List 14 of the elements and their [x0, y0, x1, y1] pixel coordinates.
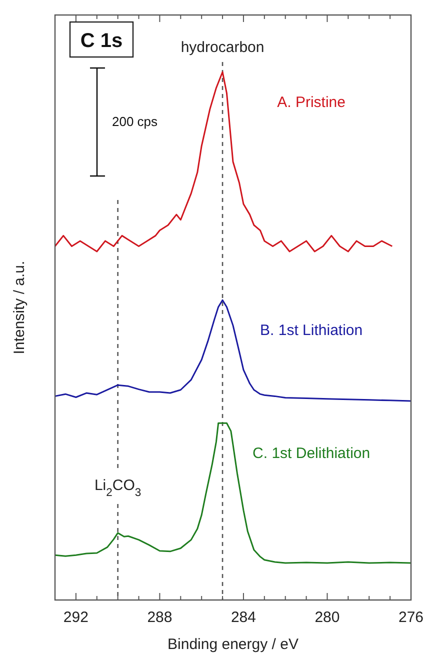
x-tick-label: 284 [230, 609, 256, 626]
y-axis-title: Intensity / a.u. [11, 260, 28, 354]
x-tick-label: 276 [398, 609, 424, 626]
x-tick-label: 292 [63, 609, 88, 626]
series-label: C. 1st Delithiation [252, 445, 370, 462]
x-tick-label: 288 [147, 609, 172, 626]
text: A. Pristine [277, 94, 346, 111]
ref-line-label: Li$_{2}$CO$_{3}$ [94, 477, 142, 499]
x-axis-title: Binding energy / eV [168, 636, 298, 653]
chart-title: C 1s [80, 30, 123, 52]
x-tick-label: 280 [314, 609, 340, 626]
series-label: B. 1st Lithiation [260, 322, 363, 340]
ref-line-label: hydrocarbon [180, 39, 264, 56]
annotation: 200 cps [112, 114, 158, 129]
